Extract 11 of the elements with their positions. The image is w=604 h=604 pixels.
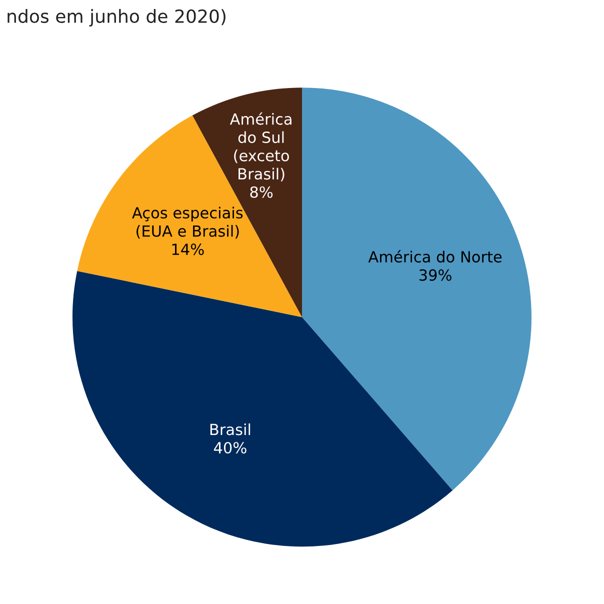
pie-slice xyxy=(72,271,453,547)
pie-slice xyxy=(302,88,532,490)
chart-title: ndos em junho de 2020) xyxy=(8,9,226,27)
data-label: 8% xyxy=(250,186,273,198)
slice-label: Aços especiais (EUA e Brasil) xyxy=(132,206,243,239)
slice-label: América do Norte xyxy=(368,250,502,263)
data-label: 14% xyxy=(172,244,204,256)
data-label: 40% xyxy=(214,442,246,454)
data-label: 39% xyxy=(419,269,452,281)
slice-label: Brasil xyxy=(210,423,250,436)
slice-label: América do Sul (exceto Brasil) xyxy=(230,112,292,182)
